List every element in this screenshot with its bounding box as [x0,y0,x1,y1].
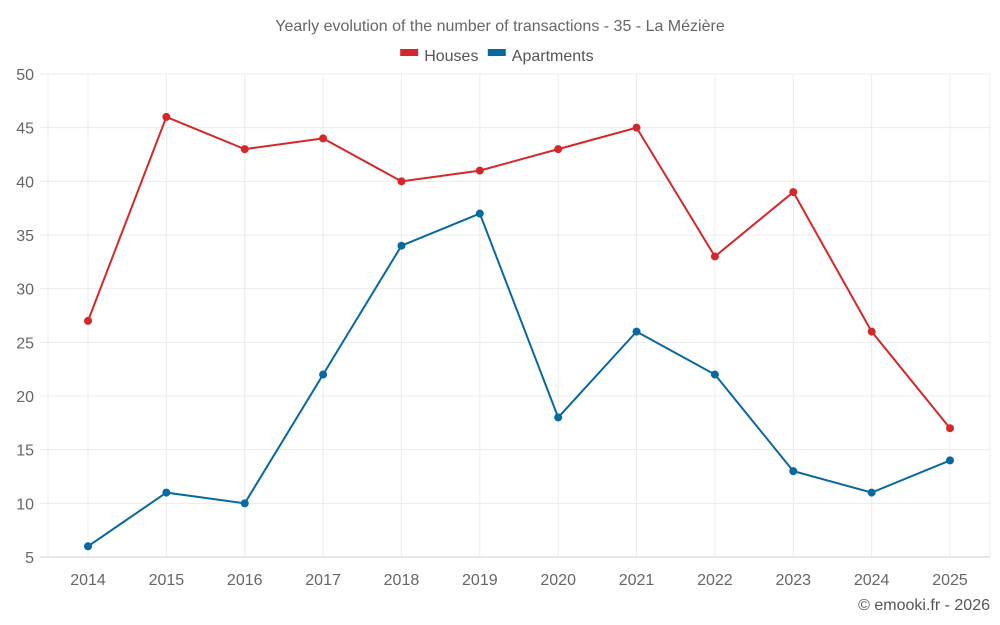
x-tick-label: 2024 [854,572,890,589]
data-point-apartments [789,467,798,476]
data-point-houses [710,252,719,261]
data-point-houses [240,145,249,154]
data-point-apartments [946,456,954,465]
x-tick-label: 2016 [227,572,263,589]
y-tick-label: 10 [16,496,34,513]
y-tick-label: 30 [16,282,34,299]
y-tick-label: 45 [16,121,34,138]
data-point-houses [632,123,641,132]
data-point-apartments [162,488,171,497]
data-point-houses [162,112,171,121]
data-point-apartments [397,241,406,250]
x-tick-label: 2015 [149,572,185,589]
data-point-houses [554,145,563,154]
credit-text: © emooki.fr - 2026 [858,597,990,614]
y-tick-label: 15 [16,443,34,460]
data-point-houses [867,327,876,336]
legend-label-apartments: Apartments [512,48,594,65]
y-tick-label: 40 [16,174,34,191]
data-point-houses [397,177,406,186]
x-tick-label: 2018 [384,572,420,589]
x-tick-label: 2025 [932,572,968,589]
data-point-apartments [554,413,563,422]
x-tick-label: 2021 [619,572,655,589]
y-tick-label: 5 [25,550,34,567]
data-point-apartments [632,327,641,336]
data-point-houses [475,166,484,175]
y-axis: 5 10 15 20 25 30 35 40 45 50 [16,67,34,567]
legend: Houses Apartments [400,48,594,65]
grid [40,73,991,558]
y-tick-label: 20 [16,389,34,406]
y-tick-label: 25 [16,335,34,352]
series-group [84,112,954,551]
x-tick-label: 2014 [70,572,106,589]
data-point-houses [946,424,954,433]
x-tick-label: 2022 [697,572,733,589]
legend-swatch-apartments [487,49,506,56]
legend-swatch-houses [400,49,419,56]
x-tick-label: 2017 [305,572,341,589]
series-line-houses [87,115,951,429]
data-point-houses [84,316,92,325]
x-tick-label: 2019 [462,572,498,589]
y-tick-label: 50 [16,67,34,84]
data-point-apartments [240,499,249,508]
data-point-apartments [867,488,876,497]
data-point-houses [789,188,798,197]
y-tick-label: 35 [16,228,34,245]
data-point-houses [319,134,328,143]
data-point-apartments [475,209,484,218]
data-point-apartments [710,370,719,379]
x-tick-label: 2023 [775,572,811,589]
data-point-apartments [319,370,328,379]
chart-title: Yearly evolution of the number of transa… [275,18,725,35]
data-point-apartments [84,542,92,551]
legend-label-houses: Houses [424,48,478,65]
x-tick-label: 2020 [540,572,576,589]
series-line-apartments [87,212,951,548]
x-axis: 2014 2015 2016 2017 2018 2019 2020 2021 2022 2023… [70,572,968,589]
